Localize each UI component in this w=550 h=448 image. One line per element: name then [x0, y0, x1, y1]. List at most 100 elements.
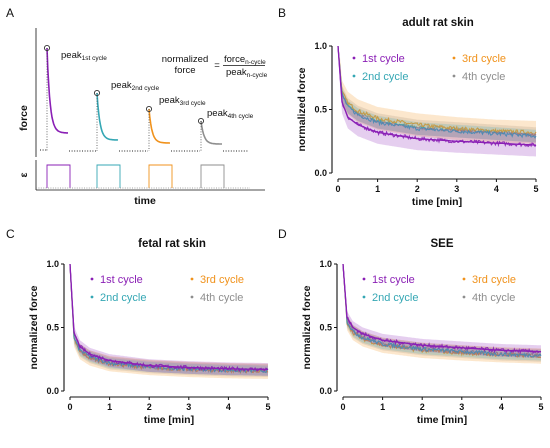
x-tick-label: 3: [459, 402, 464, 412]
x-axis-label: time [min]: [417, 414, 467, 426]
y-axis-label: normalized force: [28, 285, 40, 369]
x-tick-label: 5: [533, 184, 538, 194]
legend-marker: [452, 74, 456, 78]
schematic-curves: [40, 44, 249, 152]
series-error-band: [343, 264, 541, 358]
x-tick-label: 5: [538, 402, 543, 412]
series-line-3: [337, 45, 537, 135]
series-error-band: [338, 46, 536, 143]
legend-marker: [90, 295, 94, 299]
x-tick-label: 4: [499, 402, 504, 412]
chart-title: fetal rat skin: [138, 238, 206, 250]
x-tick-label: 4: [226, 402, 231, 412]
x-tick-label: 4: [494, 184, 499, 194]
series-mean-line-1: [69, 263, 268, 371]
normalization-formula: normalized force = forcen-cycle peakn-cy…: [162, 54, 268, 79]
schematic-relaxation-curve: [200, 120, 222, 145]
y-tick-label: 1.0: [46, 259, 59, 269]
legend-entry: 2nd cycle: [362, 71, 408, 83]
schematic-force-label: force: [18, 105, 30, 131]
formula-equals: =: [214, 60, 220, 71]
formula-lhs-line1: normalized: [162, 54, 208, 65]
schematic-strain-label: ε: [18, 172, 30, 177]
series-error-band: [338, 46, 536, 157]
legend-marker: [462, 277, 466, 281]
x-axis-label: time [min]: [144, 414, 194, 426]
y-tick-label: 0.0: [319, 386, 332, 396]
panel-letter-b: B: [278, 6, 286, 20]
series-line-1: [342, 263, 542, 355]
legend-marker: [352, 56, 356, 60]
legend-marker: [190, 295, 194, 299]
formula-numerator: forcen-cycle: [224, 54, 266, 66]
legend-entry: 3rd cycle: [200, 274, 244, 286]
series-error-band: [70, 264, 268, 377]
legend-entry: 4th cycle: [200, 292, 243, 304]
strain-step: [46, 164, 71, 188]
x-tick-label: 5: [265, 402, 270, 412]
legend-entry: 1st cycle: [100, 274, 143, 286]
chart-adult-rat-skin: adult rat skin 0.0 0.5 1.0 0 1 2 3 4 5 time [min] n…: [296, 17, 539, 208]
y-tick-label: 0.5: [46, 323, 59, 333]
legend-entry: 1st cycle: [362, 53, 405, 65]
y-tick-label: 0.5: [319, 323, 332, 333]
y-tick-label: 0.5: [314, 105, 327, 115]
strain-step: [148, 164, 173, 188]
x-tick-label: 2: [420, 402, 425, 412]
peak-label-3: peak3rd cycle: [159, 95, 206, 107]
strain-step: [96, 164, 121, 188]
y-tick-label: 1.0: [319, 259, 332, 269]
legend-entry: 4th cycle: [472, 292, 515, 304]
schematic-relaxation-curve: [46, 47, 68, 134]
chart-fetal-rat-skin: fetal rat skin 0.0 0.5 1.0 0 1 2 3 4 5 time [min] n…: [28, 238, 271, 426]
series-error-band: [70, 264, 268, 379]
legend-marker: [462, 295, 466, 299]
series-mean-line-1: [337, 45, 537, 146]
x-tick-label: 3: [186, 402, 191, 412]
schematic-panel: force ε time peak1st cycle peak2nd cycle…: [18, 28, 268, 207]
x-tick-label: 0: [340, 402, 345, 412]
x-tick-label: 2: [147, 402, 152, 412]
series-error-band: [343, 264, 541, 364]
panel-letter-d: D: [278, 227, 287, 241]
x-tick-label: 3: [454, 184, 459, 194]
chart-title: adult rat skin: [402, 17, 474, 29]
legend-marker: [452, 56, 456, 60]
x-tick-label: 2: [415, 184, 420, 194]
x-tick-label: 0: [335, 184, 340, 194]
series-line-2: [342, 263, 542, 358]
formula-denominator: peakn-cycle: [226, 67, 268, 79]
y-axis-label: normalized force: [296, 67, 308, 151]
strain-step: [200, 164, 225, 188]
x-tick-label: 0: [67, 402, 72, 412]
peak-label-2: peak2nd cycle: [111, 80, 159, 92]
schematic-relaxation-curve: [96, 92, 119, 141]
schematic-time-label: time: [134, 195, 156, 207]
series-error-band: [70, 264, 268, 376]
panel-letter-a: A: [6, 6, 14, 20]
series-error-band: [343, 264, 541, 362]
peak-label-1: peak1st cycle: [61, 50, 107, 62]
schematic-relaxation-curve: [148, 108, 170, 144]
x-tick-label: 1: [107, 402, 112, 412]
legend-marker: [190, 277, 194, 281]
legend-marker: [362, 295, 366, 299]
series-line-2: [337, 45, 537, 139]
legend-marker: [362, 277, 366, 281]
x-tick-label: 1: [380, 402, 385, 412]
chart-see: SEE 0.0 0.5 1.0 0 1 2 3 4 5 time [min] normalized f…: [301, 238, 544, 426]
legend-marker: [352, 74, 356, 78]
legend-entry: 4th cycle: [462, 71, 505, 83]
legend-entry: 3rd cycle: [462, 53, 506, 65]
series-mean-line-1: [342, 263, 541, 353]
x-tick-label: 1: [375, 184, 380, 194]
y-tick-label: 0.0: [314, 168, 327, 178]
y-axis-label: normalized force: [301, 285, 313, 369]
legend-entry: 2nd cycle: [100, 292, 146, 304]
schematic-strain-steps: [36, 164, 250, 189]
series-error-band: [338, 46, 536, 143]
legend-entry: 2nd cycle: [372, 292, 418, 304]
legend-entry: 3rd cycle: [472, 274, 516, 286]
panel-letter-c: C: [6, 227, 15, 241]
